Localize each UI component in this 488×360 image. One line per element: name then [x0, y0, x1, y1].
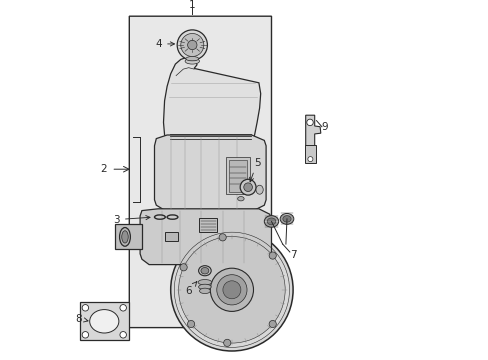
Bar — [305, 145, 315, 163]
Ellipse shape — [237, 197, 244, 201]
Circle shape — [216, 275, 246, 305]
Polygon shape — [163, 58, 260, 140]
Circle shape — [180, 264, 187, 271]
Text: 6: 6 — [185, 282, 196, 296]
Ellipse shape — [256, 185, 263, 194]
Circle shape — [187, 40, 197, 50]
Circle shape — [307, 157, 312, 162]
Polygon shape — [305, 115, 320, 146]
Circle shape — [223, 281, 241, 299]
Text: 7: 7 — [289, 250, 296, 260]
Ellipse shape — [122, 231, 128, 243]
Bar — [229, 160, 247, 192]
Ellipse shape — [89, 310, 119, 333]
Circle shape — [219, 234, 226, 241]
Ellipse shape — [266, 218, 275, 225]
Text: 2: 2 — [100, 164, 106, 174]
Circle shape — [82, 332, 88, 338]
Bar — [165, 232, 178, 241]
Circle shape — [120, 332, 126, 338]
Bar — [115, 224, 142, 249]
Circle shape — [170, 229, 292, 351]
Ellipse shape — [198, 266, 211, 276]
Bar — [199, 218, 217, 232]
Circle shape — [120, 305, 126, 311]
Text: 5: 5 — [249, 158, 260, 182]
Ellipse shape — [185, 58, 199, 64]
Circle shape — [178, 237, 285, 343]
Circle shape — [181, 33, 203, 57]
Text: 1: 1 — [188, 0, 195, 10]
Bar — [226, 157, 249, 194]
Ellipse shape — [280, 213, 293, 224]
Ellipse shape — [120, 228, 130, 246]
Ellipse shape — [201, 267, 208, 274]
Circle shape — [268, 252, 276, 259]
Text: 4: 4 — [155, 39, 174, 49]
Ellipse shape — [199, 288, 210, 294]
Circle shape — [223, 339, 230, 346]
Circle shape — [240, 179, 256, 195]
Text: 8: 8 — [75, 314, 88, 324]
Text: 9: 9 — [321, 122, 327, 132]
Ellipse shape — [264, 216, 278, 227]
Ellipse shape — [185, 57, 199, 61]
Circle shape — [268, 320, 276, 328]
Text: 3: 3 — [113, 215, 150, 225]
Circle shape — [244, 183, 252, 192]
Ellipse shape — [198, 284, 211, 289]
Bar — [80, 302, 128, 340]
Circle shape — [187, 320, 194, 328]
Ellipse shape — [282, 216, 290, 222]
Circle shape — [306, 119, 313, 126]
Ellipse shape — [198, 279, 211, 285]
Circle shape — [177, 30, 207, 60]
Circle shape — [82, 305, 88, 311]
Polygon shape — [154, 135, 265, 211]
Polygon shape — [129, 16, 271, 328]
Polygon shape — [140, 209, 271, 265]
Circle shape — [210, 268, 253, 311]
